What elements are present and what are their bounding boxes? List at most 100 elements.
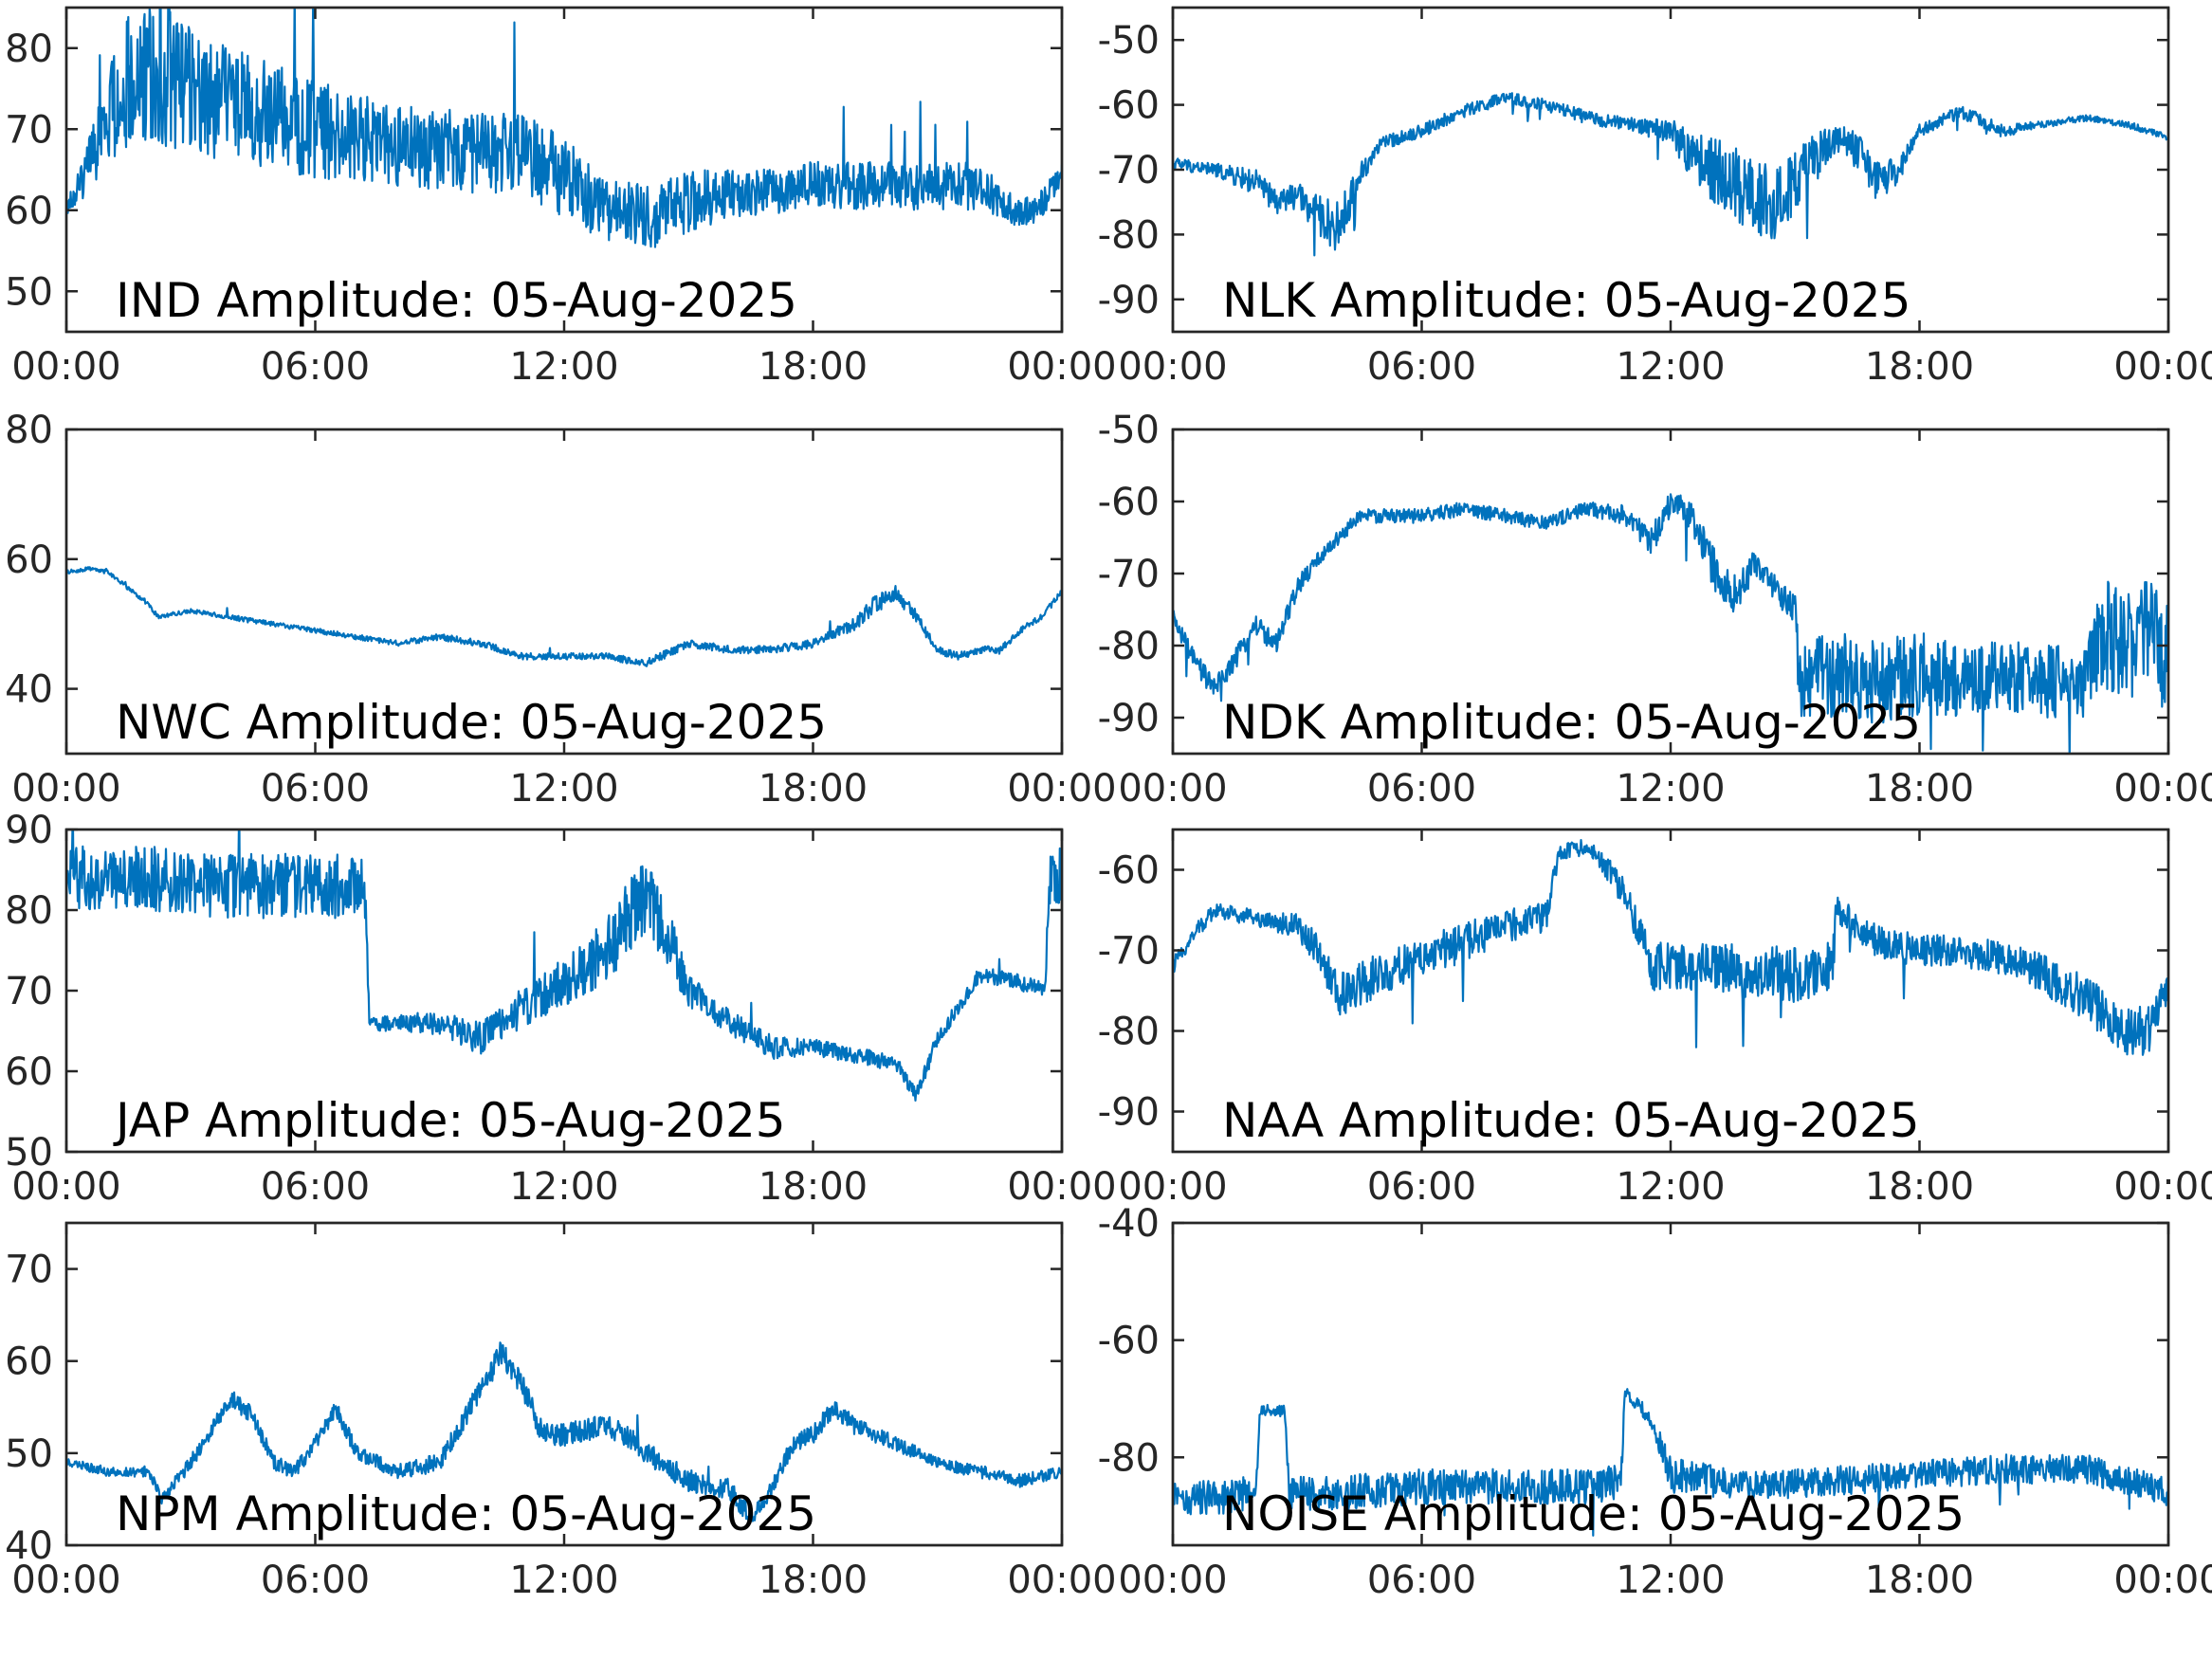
x-tick-label: 06:00	[1367, 345, 1476, 389]
y-tick-label: -80	[1098, 213, 1160, 257]
subplot-1: 00:00 06:00 12:00 18:00 00:00 50 60 70 80 IND Amp…	[5, 6, 1117, 389]
panel-title: NPM Amplitude: 05-Aug-2025	[116, 1486, 816, 1541]
y-tick-label: -90	[1098, 279, 1160, 322]
x-tick-label: 12:00	[509, 345, 618, 389]
panel-title: NDK Amplitude: 05-Aug-2025	[1222, 695, 1921, 750]
x-tick-label: 12:00	[509, 1165, 618, 1209]
subplot-8: 00:00 06:00 12:00 18:00 00:00 -40 -60 -80 NOISE …	[1098, 1202, 2212, 1602]
y-tick-label: -80	[1098, 1011, 1160, 1054]
x-tick-label: 12:00	[509, 1559, 618, 1602]
y-tick-label: 40	[5, 668, 53, 712]
x-tick-label: 00:00	[1118, 1165, 1227, 1209]
subplot-4: 00:00 06:00 12:00 18:00 00:00 -50 -60 -70 -80 -90…	[1098, 409, 2212, 811]
y-tick-label: 50	[5, 1432, 53, 1476]
data-series-line	[1173, 493, 2168, 754]
y-tick-label: 60	[5, 1340, 53, 1384]
x-tick-label: 00:00	[11, 1559, 120, 1602]
data-series-line	[66, 566, 1062, 667]
y-tick-label: -40	[1098, 1202, 1160, 1246]
data-series-line	[1173, 1388, 2168, 1537]
y-tick-label: 80	[5, 27, 53, 71]
y-tick-label: -60	[1098, 1320, 1160, 1363]
x-tick-label: 18:00	[759, 767, 868, 811]
axes-box	[64, 1221, 1064, 1547]
x-tick-label: 12:00	[1616, 345, 1725, 389]
subplot-3: 00:00 06:00 12:00 18:00 00:00 40 60 80 NWC Ampli…	[5, 409, 1117, 811]
y-tick-label: -80	[1098, 625, 1160, 668]
y-tick-label: -70	[1098, 149, 1160, 192]
x-tick-label: 06:00	[261, 1165, 370, 1209]
y-tick-label: 50	[5, 1131, 53, 1175]
data-series-line	[1173, 92, 2168, 257]
y-tick-label: -90	[1098, 1091, 1160, 1135]
x-tick-label: 12:00	[1616, 767, 1725, 811]
y-tick-label: 60	[5, 190, 53, 233]
x-tick-label: 00:00	[11, 345, 120, 389]
y-tick-label: 70	[5, 970, 53, 1013]
y-tick-label: -60	[1098, 849, 1160, 893]
x-tick-label: 12:00	[1616, 1165, 1725, 1209]
x-tick-label: 00:00	[2113, 767, 2212, 811]
axes-box	[1171, 828, 2170, 1154]
x-tick-label: 12:00	[509, 767, 618, 811]
x-tick-label: 00:00	[11, 767, 120, 811]
axes-box	[1171, 6, 2170, 334]
x-tick-label: 00:00	[1118, 767, 1227, 811]
y-tick-label: -70	[1098, 930, 1160, 974]
x-tick-label: 18:00	[759, 1559, 868, 1602]
y-tick-label: -60	[1098, 481, 1160, 524]
x-tick-label: 18:00	[1865, 1559, 1974, 1602]
x-tick-label: 06:00	[1367, 1165, 1476, 1209]
panel-title: NLK Amplitude: 05-Aug-2025	[1222, 273, 1910, 328]
subplot-2: 00:00 06:00 12:00 18:00 00:00 -50 -60 -70 -80 -90…	[1098, 6, 2212, 389]
y-tick-label: 40	[5, 1524, 53, 1568]
y-tick-label: -70	[1098, 553, 1160, 596]
x-tick-label: 06:00	[1367, 767, 1476, 811]
x-tick-label: 00:00	[11, 1165, 120, 1209]
data-series-line	[66, 8, 1062, 248]
x-tick-label: 00:00	[1007, 1559, 1116, 1602]
x-tick-label: 06:00	[261, 345, 370, 389]
x-tick-label: 18:00	[1865, 767, 1974, 811]
data-series-line	[1173, 839, 2168, 1056]
x-tick-label: 00:00	[1007, 1165, 1116, 1209]
panel-title: JAP Amplitude: 05-Aug-2025	[113, 1093, 786, 1148]
y-tick-label: 80	[5, 409, 53, 452]
y-tick-label: 60	[5, 1050, 53, 1094]
x-tick-label: 06:00	[261, 1559, 370, 1602]
x-tick-label: 00:00	[2113, 1559, 2212, 1602]
axes-box	[1171, 428, 2170, 756]
x-tick-label: 00:00	[1007, 767, 1116, 811]
y-tick-label: 60	[5, 538, 53, 582]
x-tick-label: 18:00	[1865, 1165, 1974, 1209]
x-tick-label: 18:00	[759, 1165, 868, 1209]
y-tick-label: 70	[5, 108, 53, 152]
x-tick-label: 00:00	[1007, 345, 1116, 389]
panel-title: NOISE Amplitude: 05-Aug-2025	[1222, 1486, 1965, 1541]
panel-title: NWC Amplitude: 05-Aug-2025	[116, 695, 827, 750]
x-tick-label: 12:00	[1616, 1559, 1725, 1602]
panel-title: IND Amplitude: 05-Aug-2025	[116, 273, 797, 328]
y-tick-label: -60	[1098, 84, 1160, 128]
data-series-line	[66, 1341, 1062, 1522]
y-tick-label: 90	[5, 809, 53, 852]
subplot-6: 00:00 06:00 12:00 18:00 00:00 -60 -70 -80 -90 NAA…	[1098, 828, 2212, 1209]
y-tick-label: 80	[5, 889, 53, 933]
x-tick-label: 18:00	[1865, 345, 1974, 389]
x-tick-label: 06:00	[261, 767, 370, 811]
y-tick-label: 50	[5, 270, 53, 314]
x-tick-label: 00:00	[1118, 345, 1227, 389]
x-tick-label: 00:00	[2113, 1165, 2212, 1209]
y-tick-label: -80	[1098, 1436, 1160, 1480]
y-tick-label: 70	[5, 1249, 53, 1292]
y-tick-label: -50	[1098, 19, 1160, 63]
x-tick-label: 18:00	[759, 345, 868, 389]
panel-title: NAA Amplitude: 05-Aug-2025	[1222, 1093, 1920, 1148]
x-tick-label: 06:00	[1367, 1559, 1476, 1602]
x-tick-label: 00:00	[2113, 345, 2212, 389]
y-tick-label: -90	[1098, 697, 1160, 740]
x-tick-label: 00:00	[1118, 1559, 1227, 1602]
